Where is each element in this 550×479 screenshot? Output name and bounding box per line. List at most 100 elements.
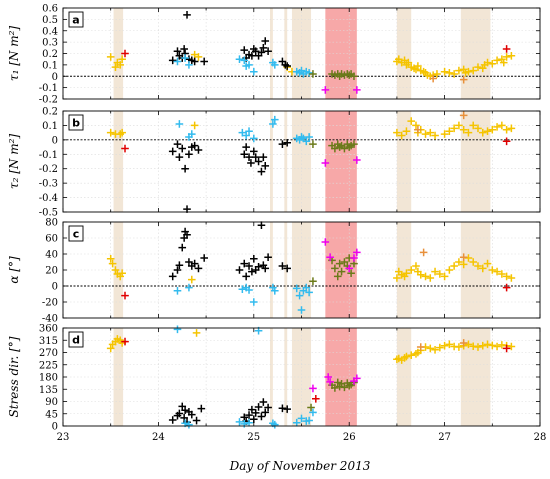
series-black: [168, 138, 291, 213]
data-point: [483, 259, 492, 268]
data-point: [250, 255, 258, 263]
shaded-band: [460, 222, 491, 318]
data-point: [502, 125, 511, 134]
data-point: [283, 405, 291, 413]
data-point: [180, 414, 188, 422]
series-yellow: [106, 254, 516, 284]
data-point: [106, 344, 115, 353]
data-point: [245, 61, 253, 69]
data-point: [305, 416, 313, 425]
x-tick-label: 23: [57, 432, 70, 443]
data-point: [474, 124, 482, 133]
y-tick-label: -0.5: [39, 208, 58, 219]
data-point: [175, 409, 184, 418]
data-point: [397, 131, 406, 140]
data-point: [426, 274, 435, 282]
data-point: [302, 137, 311, 146]
y-tick-label: 45: [45, 409, 58, 420]
data-point: [257, 167, 266, 176]
data-point: [440, 272, 449, 281]
data-point: [402, 269, 411, 277]
data-point: [421, 272, 430, 281]
data-point: [340, 144, 349, 153]
data-point: [350, 140, 358, 148]
data-point: [469, 121, 478, 130]
data-point: [393, 274, 401, 282]
data-point: [245, 127, 253, 135]
series-black: [168, 398, 291, 426]
data-point: [257, 412, 266, 421]
data-point: [305, 288, 313, 297]
y-tick-label: -0.1: [39, 150, 58, 161]
data-point: [488, 59, 497, 68]
shaded-band: [113, 328, 124, 426]
data-point: [436, 343, 444, 352]
data-point: [245, 286, 253, 294]
data-point: [185, 283, 193, 292]
data-point: [240, 46, 249, 54]
data-point: [429, 74, 437, 83]
data-point: [250, 147, 258, 156]
shaded-band: [270, 328, 273, 426]
y-tick-label: 0.3: [42, 38, 58, 49]
data-point: [333, 272, 342, 281]
data-point: [297, 414, 306, 423]
data-point: [455, 121, 463, 130]
data-point: [297, 306, 306, 314]
data-point: [321, 159, 330, 167]
series-black: [168, 11, 291, 70]
data-point: [421, 130, 430, 138]
data-point: [240, 56, 249, 65]
panel-label-box: [68, 331, 84, 348]
data-point: [493, 123, 501, 131]
data-point: [309, 140, 317, 148]
data-point: [240, 259, 249, 268]
y-tick-label: 360: [39, 324, 58, 335]
data-point: [283, 264, 291, 273]
data-point: [345, 264, 353, 273]
data-point: [245, 153, 253, 161]
data-point: [331, 264, 339, 273]
data-point: [108, 259, 117, 268]
data-point: [259, 153, 268, 161]
data-point: [106, 53, 115, 61]
data-point: [464, 67, 473, 76]
data-point: [309, 408, 317, 417]
data-point: [283, 138, 291, 147]
shaded-band: [396, 222, 412, 318]
data-point: [278, 140, 287, 148]
data-point: [350, 254, 358, 262]
data-point: [200, 254, 208, 262]
data-point: [407, 351, 416, 360]
data-point: [353, 374, 361, 383]
panel-label: c: [73, 228, 80, 241]
data-point: [307, 403, 315, 412]
data-point: [404, 58, 413, 67]
data-point: [440, 67, 449, 76]
data-point: [168, 272, 177, 281]
data-point: [192, 416, 201, 425]
data-point: [416, 271, 425, 279]
y-tick-label: -0.2: [39, 95, 58, 106]
data-point: [340, 258, 349, 266]
data-point: [261, 408, 270, 417]
data-point: [498, 270, 506, 278]
y-tick-label: 0.2: [42, 49, 58, 60]
data-point: [264, 47, 272, 56]
data-point: [498, 341, 506, 349]
data-point: [242, 131, 250, 140]
data-point: [278, 404, 287, 413]
data-point: [419, 248, 428, 257]
data-point: [181, 54, 189, 62]
data-point: [502, 45, 511, 53]
data-point: [295, 291, 304, 300]
data-point: [455, 66, 463, 75]
panel-label-box: [68, 114, 84, 131]
data-point: [502, 137, 511, 146]
panel-b: -0.5 -0.4 -0.3 -0.2 -0.1 0 0.1 0.2 b τ₂ [N m²]: [7, 107, 541, 219]
data-point: [436, 270, 444, 278]
series-olive: [309, 254, 358, 285]
